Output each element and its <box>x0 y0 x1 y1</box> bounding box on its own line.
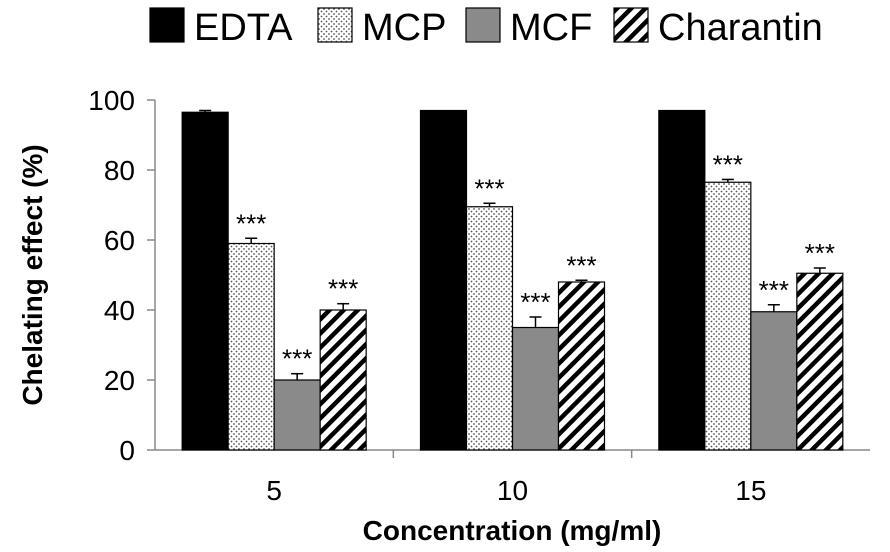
significance-label: *** <box>713 149 743 179</box>
significance-label: *** <box>566 250 596 280</box>
bars: *** *** *** *** *** *** *** *** *** <box>181 109 844 451</box>
significance-label: *** <box>328 274 358 304</box>
legend-label: MCP <box>362 7 446 49</box>
legend-swatch-charantin <box>613 7 649 43</box>
x-axis-title: Concentration (mg/ml) <box>363 515 662 546</box>
bar-charantin <box>319 309 367 451</box>
bar-mcf <box>511 326 560 451</box>
y-ticks: 0 20 40 60 80 100 <box>88 85 155 466</box>
y-tick-label: 60 <box>104 225 135 256</box>
bar-mcp <box>704 181 752 451</box>
legend-label: Charantin <box>658 7 823 49</box>
bar-mcf <box>273 379 321 451</box>
y-tick-label: 20 <box>104 365 135 396</box>
legend-label: EDTA <box>194 7 293 49</box>
y-tick-label: 100 <box>88 85 135 116</box>
x-ticks: 5 10 15 <box>266 450 766 506</box>
significance-label: *** <box>759 275 789 305</box>
legend-swatch-mcp <box>317 7 353 43</box>
legend-swatch-mcf <box>465 7 501 43</box>
y-tick-label: 80 <box>104 155 135 186</box>
bar-mcp <box>465 206 514 451</box>
x-tick-label: 5 <box>266 475 282 506</box>
bar-edta <box>658 109 706 451</box>
y-tick-label: 40 <box>104 295 135 326</box>
bar-edta <box>181 111 229 451</box>
significance-label: *** <box>282 344 312 374</box>
y-tick-label: 0 <box>119 435 135 466</box>
bar-mcp <box>227 242 275 451</box>
bar-charantin <box>796 272 844 451</box>
bar-edta <box>419 109 468 451</box>
significance-label: *** <box>520 287 550 317</box>
bar-charantin <box>557 281 606 451</box>
significance-label: *** <box>805 238 835 268</box>
legend-swatch-edta <box>149 7 185 43</box>
y-axis-title: Chelating effect (%) <box>17 144 48 405</box>
bar-mcf <box>750 311 798 451</box>
legend-label: MCF <box>510 7 592 49</box>
significance-label: *** <box>236 208 266 238</box>
x-tick-label: 10 <box>497 475 528 506</box>
legend: EDTA MCP MCF Charantin <box>149 7 823 49</box>
significance-label: *** <box>474 173 504 203</box>
x-tick-label: 15 <box>735 475 766 506</box>
